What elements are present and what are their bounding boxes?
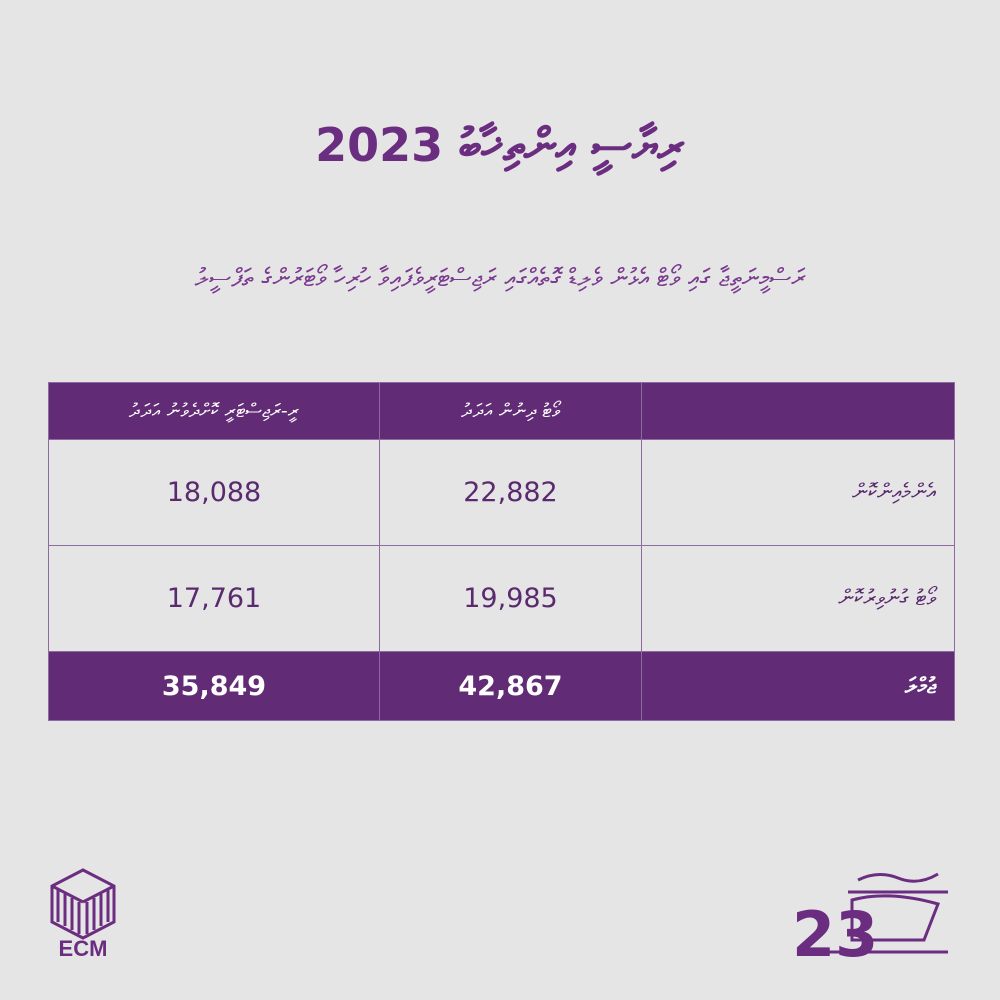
page-title: ރިޔާސީ އިންތިޚާބު 2023 (315, 118, 685, 172)
page-subtitle: ރަސްމީނަތީޖާ ގައި ވޯޓް އެޅުން ވެލިޑް ގޮތ… (194, 263, 806, 292)
table-row: 17,761 19,985 ވޯޓު ގުނުވިރުކޮން (48, 545, 955, 652)
row-rereg-value: 18,088 (48, 439, 380, 546)
total-rereg-value: 35,849 (48, 651, 380, 721)
ecm-logo-text: ECM (58, 936, 108, 961)
election-2023-logo-icon: 23 (792, 872, 948, 970)
table-row: 18,088 22,882 އެންމެއިންކޮން (48, 439, 955, 546)
row-label: ވޯޓު ގުނުވިރުކޮން (641, 545, 955, 652)
table-total-row: 35,849 42,867 ޖުމްލަ (48, 651, 955, 721)
header-vote: ވޯޓު ދިނުން އަދަދު (379, 382, 642, 440)
row-vote-value: 19,985 (379, 545, 642, 652)
total-vote-value: 42,867 (379, 651, 642, 721)
ecm-logo-icon (50, 868, 116, 940)
election-number: 23 (792, 898, 878, 970)
results-table: ރީ-ރަޖިސްޓަރީ ކޮށްދެވުނު އަދަދު ވޯޓު ދިނ… (48, 382, 955, 721)
row-rereg-value: 17,761 (48, 545, 380, 652)
row-vote-value: 22,882 (379, 439, 642, 546)
total-label: ޖުމްލަ (641, 651, 955, 721)
row-label: އެންމެއިންކޮން (641, 439, 955, 546)
header-label (641, 382, 955, 440)
table-header-row: ރީ-ރަޖިސްޓަރީ ކޮށްދެވުނު އަދަދު ވޯޓު ދިނ… (48, 382, 955, 440)
header-rereg: ރީ-ރަޖިސްޓަރީ ކޮށްދެވުނު އަދަދު (48, 382, 380, 440)
